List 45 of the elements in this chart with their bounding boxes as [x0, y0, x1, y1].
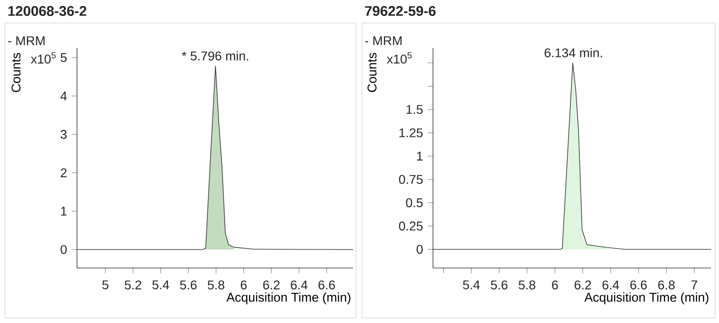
text: - MRM: [8, 36, 45, 46]
y-tick-label: 1.5: [406, 105, 423, 114]
y-tick-label: 5: [60, 53, 67, 62]
x-tick-label: 5.6: [180, 280, 197, 290]
y-axis-title: Counts: [368, 52, 377, 92]
x-tick-label: 5.4: [152, 280, 170, 290]
annotation: * 5.796 min.: [182, 51, 248, 60]
line-series: [76, 66, 354, 250]
x-tick-label: 6.2: [574, 280, 591, 290]
y-tick-label: 0.75: [399, 174, 423, 184]
x-tick-label: 6.4: [602, 280, 620, 290]
x-tick-label: 5.4: [463, 280, 480, 290]
x-tick-label: 5.2: [124, 280, 142, 290]
x-axis-title: Acquisition Time (min): [584, 292, 708, 304]
text: - MRM: [365, 36, 402, 46]
x-axis-title: Acquisition Time (min): [226, 292, 350, 304]
x-tick-label: 5.6: [490, 280, 508, 290]
x-tick-label: 6.4: [290, 280, 308, 290]
y-tick-label: 0.25: [399, 222, 423, 231]
y-tick-label: 2: [60, 168, 67, 178]
x-tick-label: 6.2: [263, 280, 280, 290]
x-tick-label: 6: [240, 280, 247, 290]
chart-title: 79622-59-6: [365, 6, 436, 16]
y-tick-label: 3: [60, 130, 67, 139]
y-tick-label: 0: [60, 245, 67, 254]
annotation: 6.134 min.: [544, 48, 602, 58]
x-tick-label: 7: [691, 280, 698, 290]
x-tick-label: 6.6: [318, 280, 335, 290]
x-tick-label: 6: [552, 280, 558, 290]
x-tick-label: 5: [102, 280, 108, 290]
x-tick-label: 5.8: [208, 280, 224, 290]
x-tick-label: 6.8: [658, 280, 675, 290]
x-tick-label: 6.6: [630, 280, 647, 290]
y-axis-title: Counts: [12, 52, 21, 92]
y-tick-label: 1.25: [399, 128, 423, 138]
line-series: [432, 62, 712, 250]
y-tick-label: 4: [60, 92, 67, 100]
y-tick-label: 0: [416, 244, 423, 254]
x-tick-label: 5.8: [518, 280, 536, 290]
y-tick-label: 0.5: [406, 198, 423, 208]
text: x10$^{5}$: [386, 52, 412, 64]
y-tick-label: 1: [417, 152, 423, 160]
text: x10$^{5}$: [30, 52, 56, 64]
y-tick-label: 1: [61, 206, 67, 216]
chart-title: 120068-36-2: [8, 6, 86, 16]
